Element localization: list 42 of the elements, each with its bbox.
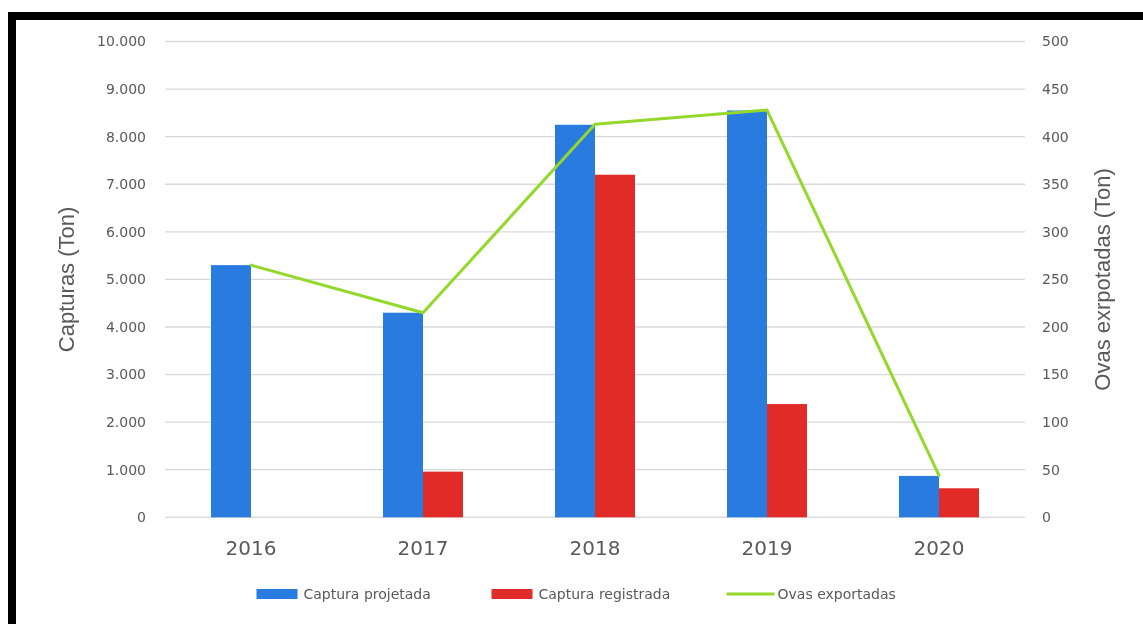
bar [767,404,807,518]
y2-tick-label: 200 [1042,318,1069,335]
y-tick-label: 2.000 [105,414,146,431]
y2-tick-label: 150 [1042,366,1069,383]
y-tick-label: 8.000 [105,128,146,145]
y2-tick-label: 500 [1042,33,1069,50]
legend-label: Captura projetada [303,585,431,602]
x-tick-label: 2016 [225,536,277,560]
legend-label: Captura registrada [538,585,671,602]
bar [383,312,423,518]
y2-tick-label: 0 [1042,509,1051,526]
y-tick-label: 0 [137,509,146,526]
y-tick-label: 9.000 [105,80,146,97]
y2-axis-title: Ovas exrpotadas (Ton) [1089,168,1115,391]
y2-tick-label: 400 [1042,128,1069,145]
y-tick-label: 3.000 [105,366,146,383]
bar [899,475,939,518]
y-tick-label: 4.000 [105,318,146,335]
bar [595,174,635,518]
y2-tick-label: 100 [1042,414,1069,431]
x-tick-label: 2017 [397,536,449,560]
x-tick-label: 2020 [913,536,965,560]
y2-tick-label: 350 [1042,176,1069,193]
bar [727,110,767,518]
y-tick-label: 6.000 [105,223,146,240]
bar [939,488,979,518]
legend-label: Ovas exportadas [777,585,896,602]
y-axis-title: Capturas (Ton) [53,206,79,353]
bar [555,124,595,518]
y2-tick-label: 300 [1042,223,1069,240]
line-series [249,108,941,477]
y-tick-label: 10.000 [97,33,146,50]
bar [211,265,251,518]
y-tick-label: 7.000 [105,176,146,193]
x-tick-label: 2019 [741,536,793,560]
x-tick-label: 2018 [569,536,621,560]
bar [423,471,463,518]
y2-tick-label: 50 [1042,461,1060,478]
y-tick-label: 1.000 [105,461,146,478]
y2-tick-label: 250 [1042,271,1069,288]
y-tick-label: 5.000 [105,271,146,288]
y2-tick-label: 450 [1042,80,1069,97]
